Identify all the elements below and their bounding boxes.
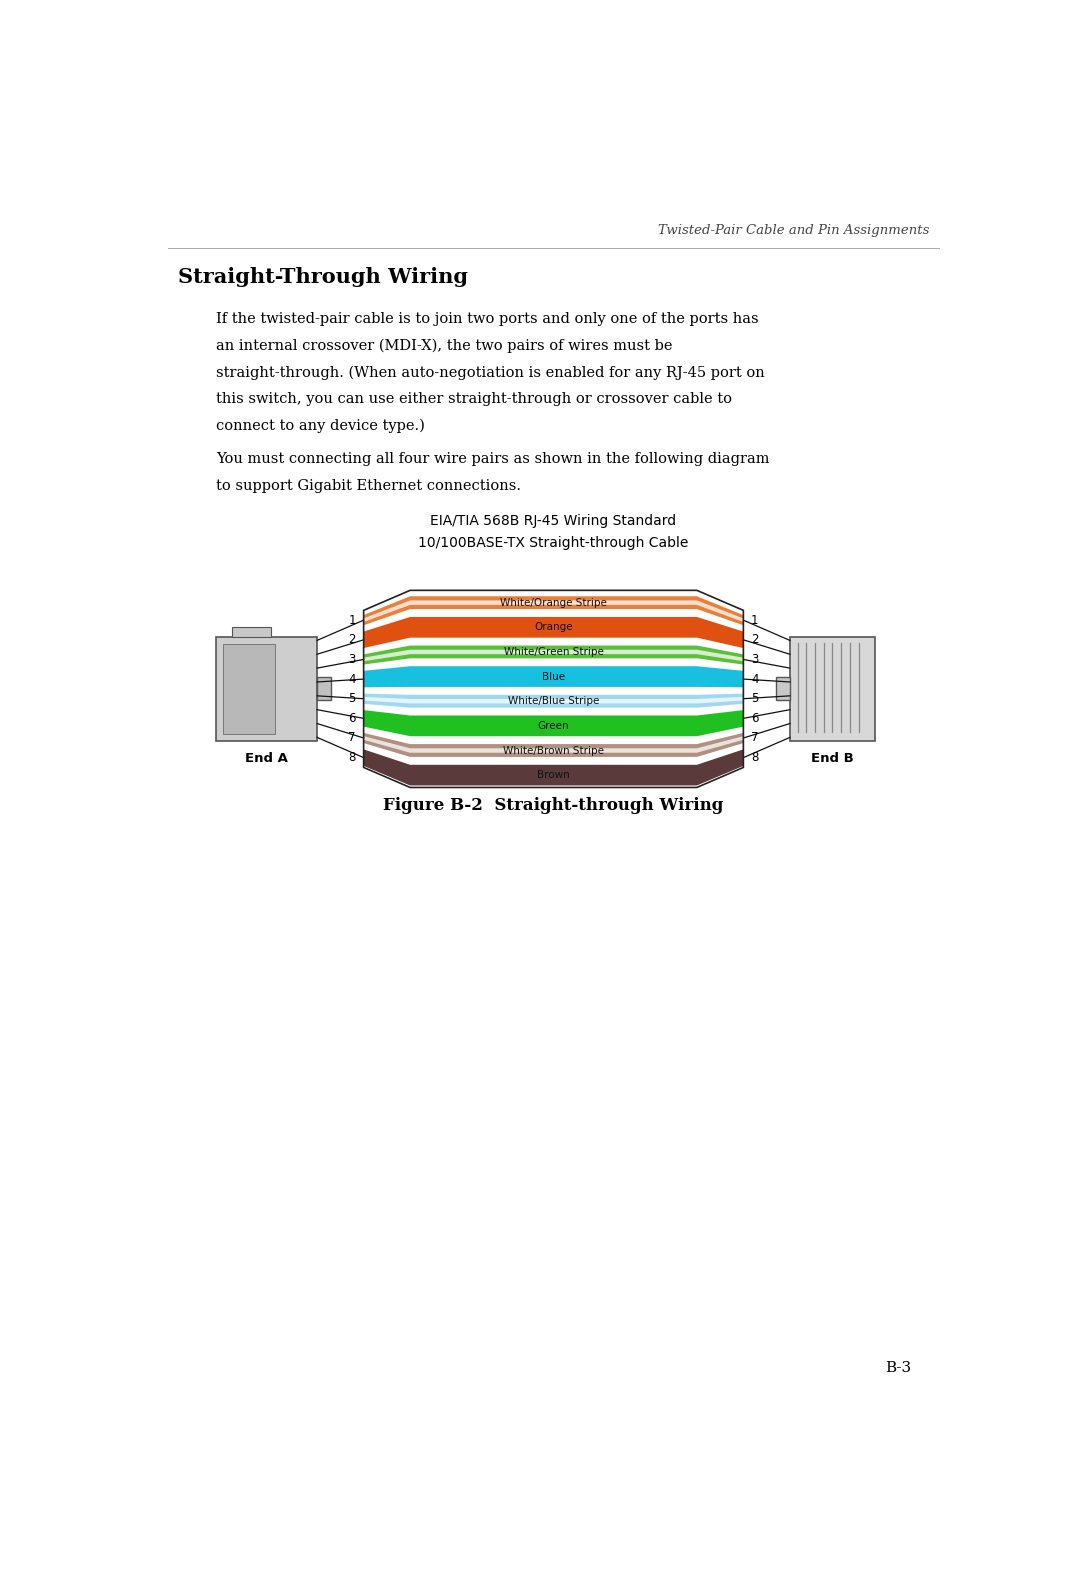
Text: 5: 5: [349, 692, 356, 705]
Polygon shape: [364, 749, 743, 785]
Polygon shape: [364, 697, 743, 703]
Text: 5: 5: [751, 692, 758, 705]
Text: 4: 4: [751, 672, 758, 686]
Text: 8: 8: [751, 750, 758, 765]
Text: 6: 6: [751, 711, 758, 725]
FancyBboxPatch shape: [318, 677, 332, 700]
Text: Figure B-2  Straight-through Wiring: Figure B-2 Straight-through Wiring: [383, 798, 724, 815]
Text: 2: 2: [349, 633, 356, 647]
Text: to support Gigabit Ethernet connections.: to support Gigabit Ethernet connections.: [216, 479, 522, 493]
Polygon shape: [364, 694, 743, 708]
Text: White/Orange Stripe: White/Orange Stripe: [500, 598, 607, 608]
Text: Straight-Through Wiring: Straight-Through Wiring: [177, 267, 468, 287]
Polygon shape: [364, 645, 743, 664]
FancyBboxPatch shape: [789, 636, 875, 741]
Text: You must connecting all four wire pairs as shown in the following diagram: You must connecting all four wire pairs …: [216, 452, 770, 466]
FancyBboxPatch shape: [222, 644, 275, 733]
Polygon shape: [364, 710, 743, 736]
Text: Green: Green: [538, 721, 569, 732]
Text: Brown: Brown: [537, 771, 570, 780]
Text: If the twisted-pair cable is to join two ports and only one of the ports has: If the twisted-pair cable is to join two…: [216, 312, 759, 327]
Text: an internal crossover (MDI-X), the two pairs of wires must be: an internal crossover (MDI-X), the two p…: [216, 339, 673, 353]
Text: 3: 3: [751, 653, 758, 666]
Polygon shape: [364, 650, 743, 661]
FancyBboxPatch shape: [232, 628, 271, 636]
Polygon shape: [364, 617, 743, 648]
Text: Twisted-Pair Cable and Pin Assignments: Twisted-Pair Cable and Pin Assignments: [658, 225, 930, 237]
Text: EIA/TIA 568B RJ-45 Wiring Standard: EIA/TIA 568B RJ-45 Wiring Standard: [431, 513, 676, 528]
Polygon shape: [364, 733, 743, 757]
Text: 7: 7: [751, 732, 758, 744]
FancyBboxPatch shape: [775, 677, 789, 700]
Polygon shape: [364, 736, 743, 752]
Text: End B: End B: [811, 752, 854, 765]
Text: 6: 6: [349, 711, 356, 725]
Text: 4: 4: [349, 672, 356, 686]
Text: connect to any device type.): connect to any device type.): [216, 418, 426, 433]
Text: 1: 1: [751, 614, 758, 626]
Text: 1: 1: [349, 614, 356, 626]
Polygon shape: [364, 666, 743, 688]
Text: 2: 2: [751, 633, 758, 647]
Text: Blue: Blue: [542, 672, 565, 681]
Polygon shape: [364, 600, 743, 622]
Text: straight-through. (When auto-negotiation is enabled for any RJ-45 port on: straight-through. (When auto-negotiation…: [216, 366, 765, 380]
Text: White/Brown Stripe: White/Brown Stripe: [503, 746, 604, 755]
Text: B-3: B-3: [886, 1361, 912, 1375]
Text: Orange: Orange: [535, 622, 572, 633]
Text: End A: End A: [245, 752, 288, 765]
Text: 7: 7: [349, 732, 356, 744]
Text: 10/100BASE-TX Straight-through Cable: 10/100BASE-TX Straight-through Cable: [418, 535, 689, 549]
Text: White/Green Stripe: White/Green Stripe: [503, 647, 604, 656]
Text: 3: 3: [349, 653, 356, 666]
Text: this switch, you can use either straight-through or crossover cable to: this switch, you can use either straight…: [216, 392, 732, 407]
Text: White/Blue Stripe: White/Blue Stripe: [508, 696, 599, 706]
FancyBboxPatch shape: [216, 636, 318, 741]
Polygon shape: [364, 597, 743, 625]
Text: 8: 8: [349, 750, 356, 765]
